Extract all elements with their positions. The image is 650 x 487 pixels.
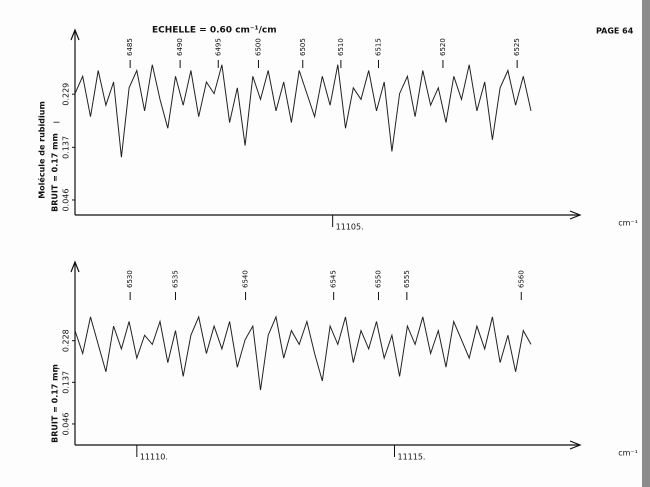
y-tick-label: 0.228	[62, 329, 71, 352]
y-tick-label: 0.137	[62, 371, 71, 394]
line-marker-label: 6500	[254, 38, 262, 56]
y-arrow	[70, 28, 80, 41]
spectrum-line	[74, 315, 532, 391]
y-tick-label: 0.137	[62, 136, 71, 159]
line-marker-label: 6535	[171, 270, 179, 288]
line-marker-label: 6510	[337, 38, 345, 56]
y-tick-label: 0.046	[62, 413, 71, 436]
line-marker-label: 6525	[513, 38, 521, 56]
noise-label: BRUIT = 0.17 mm	[51, 364, 60, 443]
spectrum-line	[74, 64, 532, 158]
line-marker-label: 6490	[176, 38, 184, 56]
line-marker-label: 6530	[126, 270, 134, 288]
line-marker-label: 6560	[517, 270, 525, 288]
x-tick-label: 11115.	[397, 453, 425, 462]
page-number: PAGE 64	[596, 27, 634, 36]
molecule-label: Molécule de rubidium	[37, 101, 47, 199]
line-marker-label: 6550	[375, 270, 383, 288]
line-marker-label: 6505	[299, 38, 307, 56]
x-arrow	[569, 440, 582, 450]
x-tick-label: 11105.	[336, 223, 364, 232]
intensity-marker: I	[53, 368, 62, 370]
noise-label: BRUIT = 0.17 mm	[51, 133, 60, 212]
line-marker-label: 6555	[403, 270, 411, 288]
x-arrow	[569, 210, 582, 220]
line-marker-label: 6545	[330, 270, 338, 288]
scan-edge	[642, 0, 650, 487]
line-marker-label: 6540	[242, 270, 250, 288]
y-arrow	[70, 260, 80, 273]
intensity-marker: I	[53, 121, 62, 123]
y-tick-label: 0.046	[62, 189, 71, 212]
x-tick-label: 11110.	[140, 453, 168, 462]
line-marker-label: 6515	[375, 38, 383, 56]
x-unit: cm⁻¹	[618, 449, 638, 458]
line-marker-label: 6520	[439, 38, 447, 56]
scale-label: ECHELLE = 0.60 cm⁻¹/cm	[152, 26, 277, 36]
y-tick-label: 0.229	[62, 83, 71, 106]
line-marker-label: 6485	[126, 38, 134, 56]
x-unit: cm⁻¹	[618, 219, 638, 228]
line-marker-label: 6495	[214, 38, 222, 56]
